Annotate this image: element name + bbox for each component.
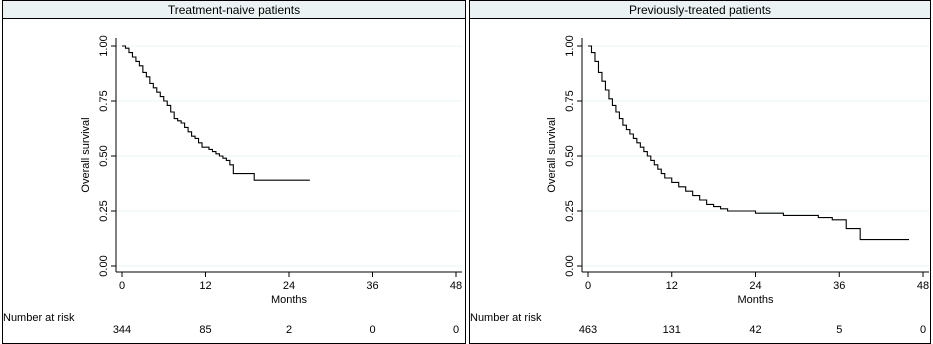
number-at-risk-value: 42 xyxy=(749,324,761,336)
panel-frame xyxy=(2,0,466,344)
y-tick-label: 0.00 xyxy=(98,255,110,276)
x-tick-label: 12 xyxy=(666,280,678,292)
y-tick-label: 0.50 xyxy=(98,145,110,166)
number-at-risk-value: 2 xyxy=(286,324,292,336)
x-tick-label: 0 xyxy=(585,280,591,292)
y-tick-label: 1.00 xyxy=(564,35,576,56)
panel-1: Treatment-naive patients 0.00 0.25 0.50 0.75… xyxy=(2,0,466,344)
y-axis-title: Overall survival xyxy=(80,117,92,192)
survival-curve xyxy=(588,45,910,241)
panel-title: Treatment-naive patients xyxy=(168,3,300,17)
survival-curve xyxy=(122,45,310,181)
x-tick-label: 12 xyxy=(199,280,211,292)
y-tick-label: 0.50 xyxy=(564,145,576,166)
number-at-risk-value: 0 xyxy=(369,324,375,336)
panel-frame xyxy=(469,0,931,344)
x-tick-label: 0 xyxy=(119,280,125,292)
x-tick-label: 24 xyxy=(749,280,761,292)
x-tick-label: 36 xyxy=(833,280,845,292)
x-axis-title: Months xyxy=(737,294,774,306)
y-tick-label: 0.25 xyxy=(98,200,110,221)
number-at-risk-value: 5 xyxy=(836,324,842,336)
panel-title-bar xyxy=(2,0,466,19)
panel-title-bar xyxy=(469,0,931,19)
y-tick-label: 0.75 xyxy=(98,90,110,111)
x-axis-title: Months xyxy=(271,294,308,306)
number-at-risk-value: 344 xyxy=(113,324,131,336)
panel-2: Previously-treated patients 0.00 0.25 0.50 0… xyxy=(469,0,931,344)
x-tick-label: 24 xyxy=(283,280,295,292)
y-axis-title: Overall survival xyxy=(546,117,558,192)
x-tick-label: 36 xyxy=(366,280,378,292)
x-tick-label: 48 xyxy=(917,280,929,292)
y-tick-label: 1.00 xyxy=(98,35,110,56)
number-at-risk-value: 0 xyxy=(920,324,926,336)
y-tick-label: 0.25 xyxy=(564,200,576,221)
y-tick-label: 0.75 xyxy=(564,90,576,111)
y-tick-label: 0.00 xyxy=(564,255,576,276)
number-at-risk-label: Number at risk xyxy=(3,312,75,324)
number-at-risk-value: 85 xyxy=(199,324,211,336)
x-tick-label: 48 xyxy=(450,280,462,292)
number-at-risk-label: Number at risk xyxy=(470,312,542,324)
number-at-risk-value: 131 xyxy=(663,324,681,336)
number-at-risk-value: 463 xyxy=(579,324,597,336)
number-at-risk-value: 0 xyxy=(453,324,459,336)
panel-title: Previously-treated patients xyxy=(629,3,771,17)
